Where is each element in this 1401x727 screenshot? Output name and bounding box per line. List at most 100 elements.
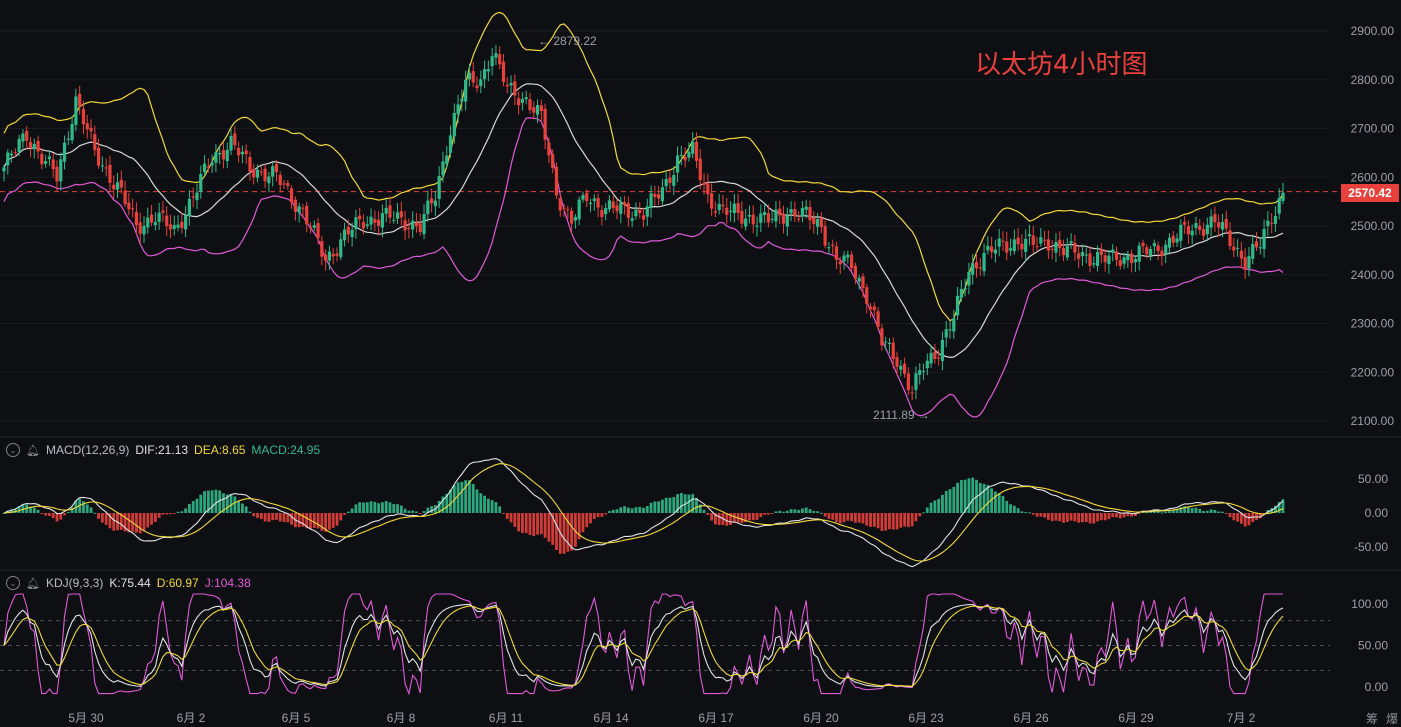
candle-body (494, 53, 498, 58)
corner-label[interactable]: 爆 (1386, 712, 1399, 726)
bell-icon[interactable]: 🔔︎ (26, 444, 40, 457)
macd-histogram-bar (237, 500, 241, 513)
candle-body (316, 223, 320, 239)
macd-tick-label: 0.00 (1365, 506, 1389, 520)
macd-histogram-bar (392, 504, 396, 513)
candle-body (1099, 249, 1103, 255)
macd-histogram-bar (778, 510, 782, 513)
candle-body (604, 208, 608, 215)
macd-histogram-bar (615, 509, 619, 513)
macd-histogram-bar (486, 498, 490, 513)
macd-histogram-bar (547, 513, 551, 542)
candle-body (728, 210, 733, 212)
candlesticks[interactable] (2, 45, 1285, 401)
candle-body (978, 267, 982, 269)
macd-histogram-bar (97, 513, 101, 519)
candle-body (884, 341, 888, 343)
macd-histogram-bar (1107, 513, 1111, 520)
candle-body (414, 222, 419, 227)
candle-body (963, 287, 967, 290)
candle-body (157, 212, 161, 222)
macd-histogram-bar (566, 513, 570, 552)
candle-body (312, 225, 316, 228)
candle-body (831, 244, 835, 246)
time-tick-label: 6月 8 (387, 711, 416, 725)
candle-body (955, 295, 960, 316)
macd-histogram-bar (13, 508, 17, 513)
candle-body (645, 206, 649, 217)
candle-body (1016, 237, 1020, 245)
macd-histogram-bar (328, 513, 331, 530)
macd-histogram-bar (695, 497, 698, 513)
candle-body (28, 141, 33, 148)
macd-histogram-bar (301, 513, 305, 527)
candle-body (940, 339, 945, 362)
candle-body (906, 373, 910, 391)
macd-histogram-bar (138, 513, 142, 534)
candle-body (596, 197, 600, 208)
candle-body (327, 251, 332, 261)
collapse-chevron-icon[interactable]: ⌄ (6, 576, 20, 590)
macd-histogram-bar (214, 489, 218, 513)
candle-body (755, 225, 759, 227)
price-tick-label: 2900.00 (1351, 24, 1395, 38)
macd-histogram-bar (1236, 513, 1239, 522)
candle-body (861, 276, 865, 288)
candle-body (687, 151, 691, 158)
candle-body (240, 151, 244, 155)
candle-body (411, 220, 415, 230)
candle-body (925, 360, 929, 369)
bollinger-upper-line (3, 11, 1284, 322)
macd-histogram-bar (808, 509, 812, 513)
candle-body (59, 159, 63, 182)
candle-body (1186, 226, 1190, 235)
bell-icon[interactable]: 🔔︎ (26, 577, 40, 590)
macd-histogram-bar (592, 513, 596, 520)
candle-body (339, 239, 343, 258)
macd-histogram-bar (10, 509, 13, 513)
macd-histogram-bar (203, 491, 206, 513)
candle-body (1141, 242, 1145, 247)
candle-body (857, 277, 861, 282)
corner-label[interactable]: 筹 (1366, 712, 1379, 726)
candle-body (293, 199, 297, 212)
candle-body (562, 207, 566, 209)
candle-body (51, 159, 55, 169)
price-tick-label: 2100.00 (1351, 414, 1395, 428)
macd-histogram-bar (1122, 513, 1126, 518)
candle-body (641, 215, 646, 220)
macd-histogram-bar (573, 513, 577, 547)
macd-histogram-bar (350, 508, 354, 513)
macd-histogram-bar (835, 513, 838, 522)
candle-body (959, 289, 963, 298)
candle-body (1122, 257, 1126, 264)
macd-histogram-bar (581, 513, 585, 533)
candle-body (880, 328, 884, 346)
macd-histogram-bar (1111, 513, 1115, 518)
macd-histogram-bar (426, 507, 430, 513)
collapse-chevron-icon[interactable]: ⌄ (6, 443, 20, 457)
candle-body (1005, 241, 1009, 253)
candle-body (1258, 247, 1262, 249)
macd-histogram-bar (44, 513, 48, 516)
macd-histogram-bar (346, 511, 350, 513)
candle-body (914, 373, 918, 390)
macd-histogram-bar (282, 513, 286, 522)
candle-body (377, 219, 381, 226)
macd-histogram-bar (539, 513, 543, 535)
candle-body (445, 155, 449, 164)
macd-histogram-bar (199, 494, 203, 513)
macd-histogram-bar (17, 506, 21, 513)
macd-histogram-bar (1205, 510, 1209, 513)
macd-histogram-bar (691, 494, 695, 513)
candle-body (517, 98, 521, 106)
candle-body (554, 166, 559, 196)
macd-histogram-bar (157, 513, 161, 518)
macd-histogram-bar (687, 494, 691, 513)
macd-histogram-bar (146, 513, 150, 528)
candle-body (259, 171, 263, 173)
candle-body (1217, 222, 1221, 228)
macd-hist-value: MACD:24.95 (251, 443, 321, 457)
macd-histogram-bar (653, 501, 657, 513)
macd-histogram-bar (937, 498, 941, 513)
